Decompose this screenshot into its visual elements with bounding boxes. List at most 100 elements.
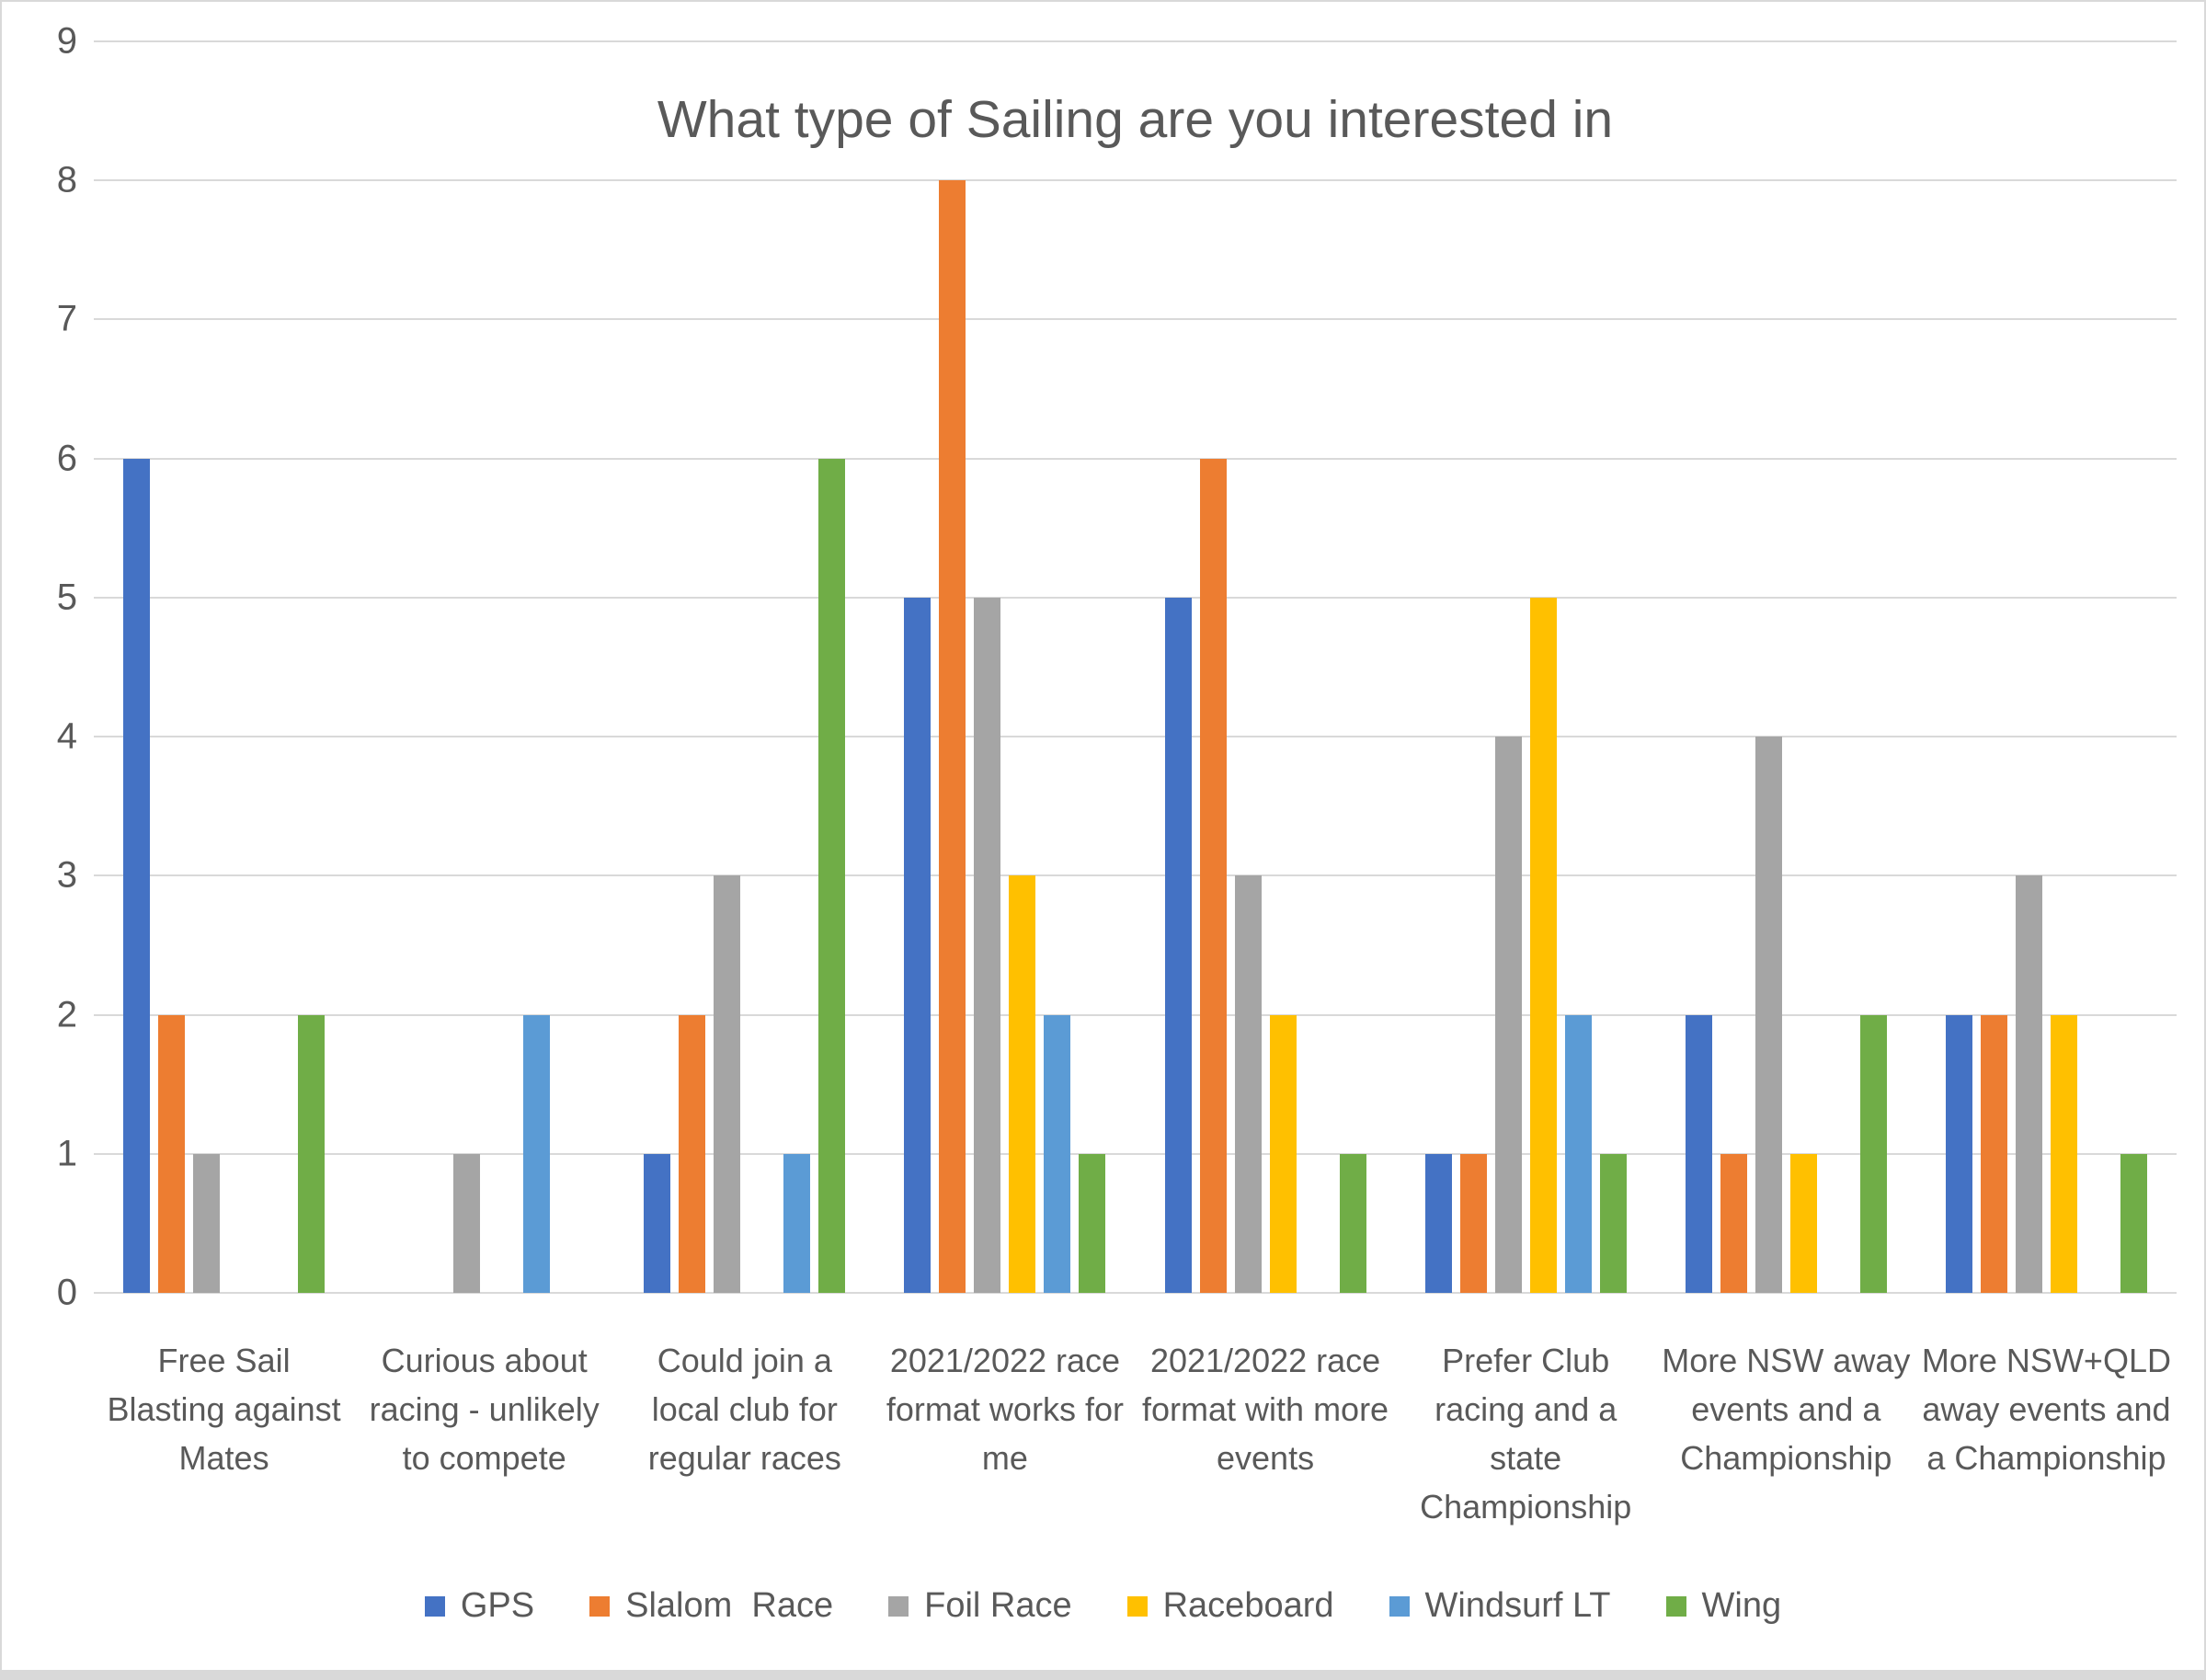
- legend-item-wing: Wing: [1665, 1586, 1782, 1626]
- y-axis-tick-label: 9: [56, 20, 77, 62]
- bar-slalom-race: [1720, 1153, 1747, 1293]
- category-label: Prefer Club racing and a state Champions…: [1420, 1342, 1632, 1526]
- gridline: [94, 457, 2177, 460]
- bar-windsurf-lt: [783, 1153, 811, 1293]
- bar-gps: [1164, 597, 1192, 1293]
- y-axis-tick-label: 1: [56, 1133, 77, 1174]
- bottom-border-strip: [2, 1670, 2204, 1678]
- bar-raceboard: [1009, 875, 1036, 1293]
- legend-label: GPS: [460, 1586, 535, 1625]
- legend-label: Foil Race: [924, 1586, 1072, 1625]
- bar-raceboard: [2050, 1014, 2077, 1293]
- gridline: [94, 40, 2177, 42]
- bar-raceboard: [1529, 597, 1557, 1293]
- bar-foil-race: [1755, 737, 1782, 1293]
- y-axis: 0 1 2 3 4 5 6 7 8 9: [2, 21, 94, 1313]
- bar-group: [1136, 41, 1396, 1293]
- bar-group: [354, 41, 614, 1293]
- gridline: [94, 179, 2177, 182]
- bar-foil-race: [974, 597, 1001, 1293]
- category-label: More NSW+QLD away events and a Champions…: [1921, 1342, 2171, 1477]
- bar-group: [614, 41, 874, 1293]
- bar-foil-race: [1494, 737, 1522, 1293]
- legend-swatch-gps: [424, 1595, 445, 1617]
- bar-foil-race: [2015, 875, 2042, 1293]
- chart-title: What type of Sailing are you interested …: [657, 90, 1614, 149]
- legend-swatch-windsurf-lt: [1389, 1595, 1410, 1617]
- bar-slalom-race: [1459, 1153, 1487, 1293]
- bar-windsurf-lt: [1564, 1014, 1592, 1293]
- bar-wing: [1339, 1153, 1366, 1293]
- legend: GPS Slalom Race Foil Race Raceboard Windsurf…: [2, 1586, 2204, 1626]
- y-axis-tick-label: 6: [56, 438, 77, 479]
- y-axis-tick-label: 8: [56, 159, 77, 200]
- legend-swatch-slalom-race: [589, 1595, 611, 1617]
- bar-windsurf-lt: [523, 1014, 551, 1293]
- bar-slalom-race: [679, 1014, 706, 1293]
- gridline: [94, 874, 2177, 877]
- bar-group: [1396, 41, 1656, 1293]
- bar-gps: [123, 458, 151, 1293]
- gridline: [94, 736, 2177, 738]
- bar-wing: [1599, 1153, 1627, 1293]
- category-label: More NSW away events and a Championship: [1662, 1342, 1911, 1477]
- plot-area: [94, 40, 2177, 1294]
- legend-item-gps: GPS: [424, 1586, 535, 1626]
- bar-group: [1916, 41, 2177, 1293]
- legend-item-foil-race: Foil Race: [888, 1586, 1072, 1626]
- legend-item-raceboard: Raceboard: [1126, 1586, 1334, 1626]
- bar-wing: [298, 1014, 326, 1293]
- gridline: [94, 1013, 2177, 1016]
- legend-swatch-foil-race: [888, 1595, 909, 1617]
- legend-label: Slalom Race: [625, 1586, 834, 1625]
- bar-gps: [644, 1153, 671, 1293]
- gridline: [94, 596, 2177, 599]
- category-label: 2021/2022 race format with more events: [1142, 1342, 1389, 1477]
- bar-gps: [1945, 1014, 1972, 1293]
- legend-item-windsurf-lt: Windsurf LT: [1389, 1586, 1611, 1626]
- bar-group: [874, 41, 1135, 1293]
- bar-slalom-race: [1980, 1014, 2007, 1293]
- y-axis-tick-label: 3: [56, 854, 77, 896]
- bar-raceboard: [1269, 1014, 1297, 1293]
- category-label: Could join a local club for regular race…: [647, 1342, 841, 1477]
- legend-label: Raceboard: [1162, 1586, 1334, 1625]
- legend-label: Windsurf LT: [1424, 1586, 1611, 1625]
- bar-slalom-race: [939, 180, 966, 1293]
- legend-label: Wing: [1701, 1586, 1782, 1625]
- bar-wing: [1079, 1153, 1106, 1293]
- bar-group: [94, 41, 354, 1293]
- bar-slalom-race: [158, 1014, 186, 1293]
- legend-swatch-wing: [1665, 1595, 1686, 1617]
- gridline: [94, 318, 2177, 321]
- bar-raceboard: [1789, 1153, 1817, 1293]
- category-label: Curious about racing - unlikely to compe…: [369, 1342, 600, 1477]
- bar-foil-race: [1234, 875, 1262, 1293]
- bar-groups: [94, 41, 2177, 1293]
- y-axis-tick-label: 0: [56, 1272, 77, 1313]
- bar-wing: [2120, 1153, 2147, 1293]
- bar-windsurf-lt: [1044, 1014, 1071, 1293]
- bar-gps: [1685, 1014, 1712, 1293]
- bar-wing: [818, 458, 846, 1293]
- y-axis-tick-label: 7: [56, 298, 77, 339]
- bar-group: [1656, 41, 1916, 1293]
- legend-item-slalom-race: Slalom Race: [589, 1586, 833, 1626]
- bar-foil-race: [193, 1153, 221, 1293]
- bar-wing: [1859, 1014, 1887, 1293]
- bar-gps: [1424, 1153, 1452, 1293]
- bar-foil-race: [453, 1153, 481, 1293]
- bar-gps: [904, 597, 932, 1293]
- bar-slalom-race: [1199, 458, 1227, 1293]
- y-axis-tick-label: 5: [56, 577, 77, 618]
- x-axis-labels: Free Sail Blasting against Mates Curious …: [94, 1337, 2177, 1532]
- category-label: Free Sail Blasting against Mates: [107, 1342, 341, 1477]
- gridline: [94, 1152, 2177, 1155]
- y-axis-tick-label: 4: [56, 715, 77, 757]
- legend-swatch-raceboard: [1126, 1595, 1148, 1617]
- category-label: 2021/2022 race format works for me: [886, 1342, 1124, 1477]
- y-axis-tick-label: 2: [56, 994, 77, 1035]
- gridline: [94, 1292, 2177, 1294]
- bar-foil-race: [714, 875, 741, 1293]
